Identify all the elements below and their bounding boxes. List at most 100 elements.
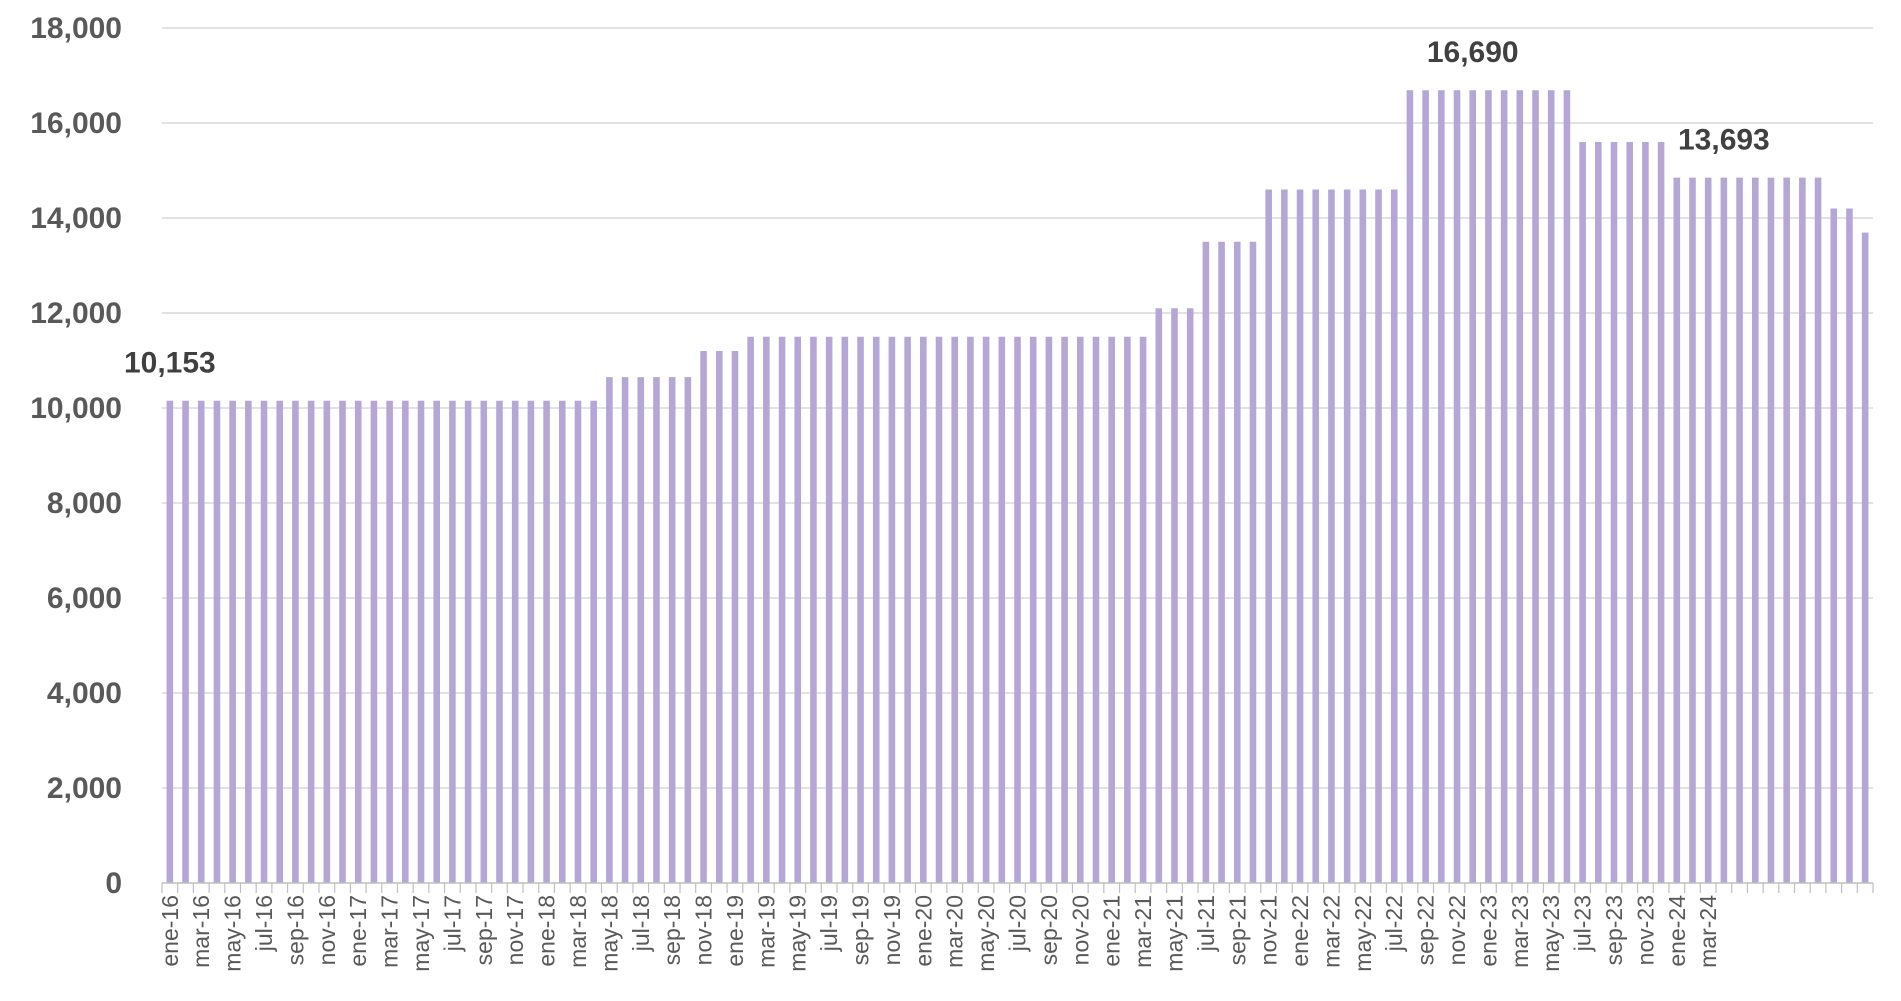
bar [449,400,456,883]
x-tick-label: ene-18 [534,895,560,967]
x-tick-label: jul-18 [628,895,654,952]
bar [825,336,833,883]
bar [794,336,802,883]
x-tick-label: ene-19 [722,895,748,967]
x-tick-label: jul-20 [1005,895,1031,952]
bar [1736,177,1743,883]
x-tick-label: jul-23 [1570,895,1596,952]
bar [1861,232,1869,883]
x-tick-label: sep-23 [1601,895,1627,965]
y-tick-label: 2,000 [47,772,122,805]
bar [637,377,645,883]
bar [402,400,409,883]
bar [715,351,723,883]
bar [480,400,488,883]
bar [1532,90,1539,884]
bar [464,400,472,883]
bar [1092,336,1100,883]
y-tick-label: 4,000 [47,677,122,710]
bar [1343,189,1351,883]
x-tick-label: mar-19 [753,895,779,968]
x-tick-label: jul-21 [1193,895,1219,952]
x-tick-label: may-20 [973,895,999,972]
bar [668,377,676,883]
bar [1642,142,1649,883]
bar [558,400,566,883]
bar [1155,308,1163,883]
bar [1390,189,1398,883]
bar [841,336,849,883]
bar [1657,142,1665,883]
bar [1500,90,1508,884]
bar [1846,208,1853,883]
bar [731,351,739,883]
bar [1202,241,1210,883]
y-tick-label: 8,000 [47,487,122,520]
x-tick-label: nov-17 [502,895,528,965]
bar [1029,336,1037,883]
x-tick-label: ene-24 [1664,895,1690,967]
y-tick-label: 18,000 [30,12,122,45]
bar [684,377,692,883]
bar [1312,189,1320,883]
bar [1610,142,1618,883]
bar [606,377,613,883]
x-tick-label: may-18 [596,895,622,972]
bar [1469,90,1477,884]
bar [527,400,535,883]
y-tick-label: 0 [105,867,122,900]
bar [496,400,503,883]
bar [166,400,174,883]
bar [182,400,189,883]
x-tick-label: may-16 [220,895,246,972]
bar [1751,177,1759,883]
bar [1626,142,1633,883]
data-label: 16,690 [1427,36,1519,69]
bar [1406,90,1414,884]
bar [260,400,268,883]
x-tick-label: sep-19 [848,895,874,965]
x-tick-label: may-17 [408,895,434,972]
bar [1767,177,1775,883]
bar [339,400,346,883]
bar [763,336,770,883]
bar [1186,308,1194,883]
x-tick-label: ene-23 [1475,895,1501,967]
x-tick-label: sep-21 [1224,895,1250,965]
bar [1814,177,1822,883]
bar [888,336,896,883]
bar [213,400,221,883]
bar [857,336,864,883]
bar [1249,241,1257,883]
bar [1076,336,1084,883]
bar [1720,177,1728,883]
x-tick-label: may-23 [1538,895,1564,972]
x-tick-label: sep-20 [1036,895,1062,965]
bar [1139,336,1147,883]
bar [386,400,393,883]
x-tick-label: mar-22 [1318,895,1344,968]
y-tick-label: 16,000 [30,107,122,140]
bar [354,400,362,883]
x-tick-label: jul-19 [816,895,842,952]
bar [590,400,597,883]
bar [245,400,252,883]
x-tick-label: nov-16 [314,895,340,965]
x-tick-label: nov-23 [1632,895,1658,965]
bar [511,400,519,883]
bar [967,336,974,883]
x-tick-label: ene-20 [910,895,936,967]
x-tick-label: sep-16 [282,895,308,965]
bar [1516,90,1524,884]
x-tick-label: nov-18 [691,895,717,965]
x-tick-label: mar-16 [188,895,214,968]
x-tick-label: nov-20 [1067,895,1093,965]
x-tick-label: jul-16 [251,895,277,952]
bar [1328,189,1335,883]
bar [417,400,425,883]
x-tick-label: mar-23 [1507,895,1533,968]
bar [433,400,440,883]
y-tick-label: 6,000 [47,582,122,615]
x-tick-label: nov-22 [1444,895,1470,965]
data-label: 13,693 [1678,124,1770,157]
